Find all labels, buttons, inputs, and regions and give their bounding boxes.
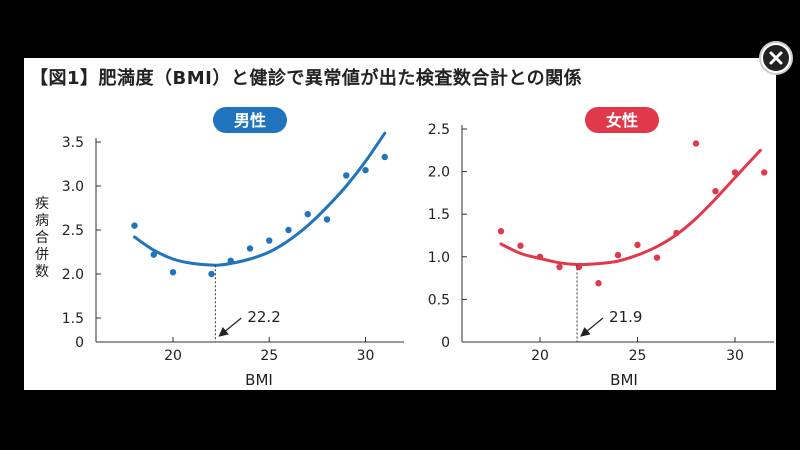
- female-min-label: 21.9: [609, 308, 642, 326]
- male-annotation: 22.2: [214, 265, 281, 342]
- male-data-point: [323, 216, 331, 223]
- female-ytick-label: 2.0: [428, 165, 450, 181]
- female-chart: 女性 0 0.5 1.0 1.5 2.0 2.5 20 25 30 21.9 BMI: [428, 107, 774, 389]
- male-ytick-label: 3.5: [62, 135, 84, 151]
- male-data-point: [131, 222, 138, 229]
- male-data-point: [150, 251, 157, 258]
- male-ytick-label: 2.0: [62, 267, 84, 283]
- male-axis: [95, 138, 404, 343]
- male-data-point: [227, 257, 234, 264]
- male-chart-title: 男性: [234, 111, 266, 130]
- female-ytick-label: 0: [441, 335, 450, 351]
- male-min-arrow: [218, 317, 242, 337]
- male-data-point: [246, 245, 254, 252]
- male-data-point: [285, 226, 292, 234]
- female-ytick-label: 0.5: [428, 292, 450, 308]
- female-axis: [461, 125, 774, 343]
- male-ylabel-char: 数: [35, 264, 49, 280]
- female-data-point: [595, 280, 602, 287]
- female-ticks: 0 0.5 1.0 1.5 2.0 2.5 20 25 30: [428, 122, 744, 364]
- female-xtick-label: 20: [531, 348, 549, 364]
- female-xtick-label: 25: [629, 348, 647, 364]
- male-data-point: [266, 237, 273, 244]
- male-ytick-label: 2.5: [62, 223, 84, 239]
- male-data-point: [343, 172, 350, 179]
- female-xlabel: BMI: [610, 371, 638, 389]
- close-button[interactable]: [759, 41, 793, 75]
- female-data-point: [497, 228, 505, 235]
- female-data-point: [712, 187, 719, 195]
- male-ylabel-char: 疾: [35, 196, 49, 212]
- female-data-point: [653, 254, 661, 261]
- male-ytick-label: 0: [75, 335, 84, 351]
- male-xtick-label: 30: [357, 348, 375, 364]
- male-data-point: [362, 166, 369, 174]
- female-data-point: [673, 229, 680, 237]
- male-points: [131, 153, 388, 278]
- female-ytick-label: 1.5: [428, 207, 450, 223]
- male-chart: 男性 疾 病 合 併 数 0 1.5 2.0 2.5 3.0 3.5 20 25 30 22.2…: [35, 107, 404, 389]
- female-data-point: [536, 253, 544, 260]
- female-xtick-label: 30: [726, 348, 744, 364]
- female-data-point: [517, 242, 524, 249]
- male-data-point: [381, 153, 388, 161]
- close-icon: [763, 45, 789, 71]
- male-ylabel-char: 病: [35, 213, 49, 229]
- female-fit-curve: [499, 148, 762, 267]
- male-xlabel: BMI: [245, 371, 273, 389]
- female-chart-title: 女性: [606, 111, 638, 130]
- charts-area: 男性 疾 病 合 併 数 0 1.5 2.0 2.5 3.0 3.5 20 25 30 22.2…: [35, 107, 774, 389]
- male-title-pill: [213, 107, 287, 133]
- female-data-point: [692, 140, 700, 147]
- female-data-point: [634, 241, 641, 249]
- male-xtick-label: 25: [260, 348, 278, 364]
- female-min-arrow: [580, 317, 604, 337]
- female-title-pill: [585, 107, 659, 133]
- male-fit-curve: [133, 131, 387, 267]
- female-ytick-label: 1.0: [428, 250, 450, 266]
- figure-card: 【図1】肥満度（BMI）と健診で異常値が出た検査数合計との関係 男性 疾 病 合…: [24, 58, 776, 390]
- male-ytick-label: 3.0: [62, 179, 84, 195]
- female-data-point: [614, 251, 622, 259]
- male-ylabel-char: 併: [35, 247, 49, 263]
- male-fit: [133, 131, 387, 267]
- female-data-point: [731, 169, 739, 176]
- male-data-point: [304, 210, 311, 218]
- female-points: [497, 140, 768, 287]
- female-fit: [499, 148, 762, 267]
- male-ytick-label: 1.5: [62, 311, 84, 327]
- male-xtick-label: 20: [164, 348, 182, 364]
- figure-title: 【図1】肥満度（BMI）と健診で異常値が出た検査数合計との関係: [30, 68, 583, 89]
- male-data-point: [169, 269, 177, 276]
- female-annotation: 21.9: [576, 264, 642, 342]
- male-ticks: 0 1.5 2.0 2.5 3.0 3.5 20 25 30: [62, 135, 375, 364]
- female-data-point: [556, 263, 563, 271]
- female-data-point: [761, 169, 768, 176]
- male-data-point: [208, 270, 215, 278]
- female-ytick-label: 2.5: [428, 122, 450, 138]
- male-ylabel-char: 合: [35, 230, 49, 246]
- male-min-label: 22.2: [247, 308, 280, 326]
